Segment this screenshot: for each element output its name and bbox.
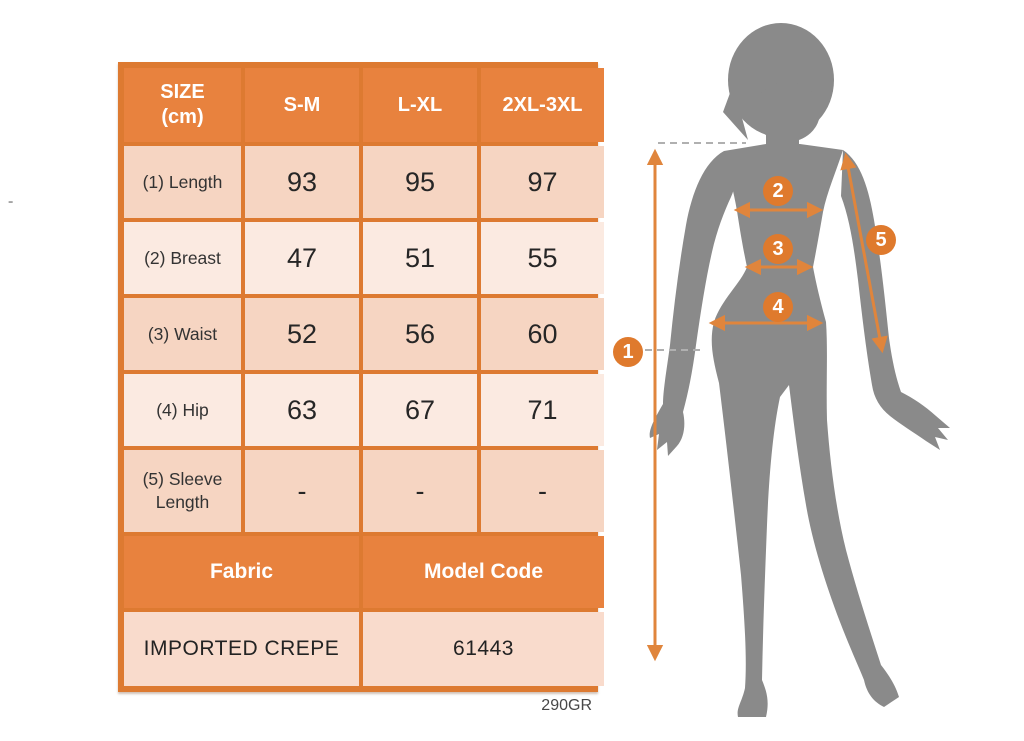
hip-value-sm: 63 bbox=[245, 374, 359, 446]
column-header-sm: S-M bbox=[245, 68, 359, 142]
right-arm-shape bbox=[841, 150, 950, 450]
measure-badge-5: 5 bbox=[866, 225, 896, 255]
waist-value-2xl3xl: 60 bbox=[481, 298, 604, 370]
body-silhouette bbox=[649, 23, 950, 717]
column-header-2xl3xl: 2XL-3XL bbox=[481, 68, 604, 142]
model-code-value-cell: 61443 bbox=[363, 612, 604, 686]
size-chart-table: SIZE (cm) S-M L-XL 2XL-3XL (1) Length 93… bbox=[118, 62, 604, 692]
measure-badge-1: 1 bbox=[613, 337, 643, 367]
weight-note: 290GR bbox=[541, 697, 592, 714]
length-value-sm: 93 bbox=[245, 146, 359, 218]
length-value-lxl: 95 bbox=[363, 146, 477, 218]
hip-value-2xl3xl: 71 bbox=[481, 374, 604, 446]
waist-value-sm: 52 bbox=[245, 298, 359, 370]
measure-badge-2: 2 bbox=[763, 176, 793, 206]
column-header-lxl: L-XL bbox=[363, 68, 477, 142]
sleeve-arrow bbox=[840, 152, 888, 354]
row-label-breast: (2) Breast bbox=[124, 222, 241, 294]
hip-value-lxl: 67 bbox=[363, 374, 477, 446]
dashed-guide-lines bbox=[645, 142, 746, 351]
body-measurement-figure bbox=[645, 23, 950, 717]
length-value-2xl3xl: 97 bbox=[481, 146, 604, 218]
breast-value-lxl: 51 bbox=[363, 222, 477, 294]
measurement-arrows bbox=[646, 148, 888, 662]
left-arm-shape bbox=[649, 151, 737, 456]
measure-badge-3: 3 bbox=[763, 234, 793, 264]
sleeve-value-2xl3xl: - bbox=[481, 450, 604, 532]
row-label-sleeve-length: (5) Sleeve Length bbox=[124, 450, 241, 532]
torso-legs-shape bbox=[711, 144, 899, 717]
hair-strand-shape bbox=[723, 85, 748, 140]
size-unit-header-cell: SIZE (cm) bbox=[124, 68, 241, 142]
waist-value-lxl: 56 bbox=[363, 298, 477, 370]
sleeve-value-lxl: - bbox=[363, 450, 477, 532]
fabric-header-cell: Fabric bbox=[124, 536, 359, 608]
measure-badge-4: 4 bbox=[763, 292, 793, 322]
row-label-waist: (3) Waist bbox=[124, 298, 241, 370]
sleeve-value-sm: - bbox=[245, 450, 359, 532]
breast-value-sm: 47 bbox=[245, 222, 359, 294]
stray-dash-mark: - bbox=[8, 193, 14, 210]
size-chart: SIZE (cm) S-M L-XL 2XL-3XL (1) Length 93… bbox=[118, 62, 604, 715]
fabric-value-cell: IMPORTED CREPE bbox=[124, 612, 359, 686]
breast-value-2xl3xl: 55 bbox=[481, 222, 604, 294]
row-label-hip: (4) Hip bbox=[124, 374, 241, 446]
model-code-header-cell: Model Code bbox=[363, 536, 604, 608]
row-label-length: (1) Length bbox=[124, 146, 241, 218]
